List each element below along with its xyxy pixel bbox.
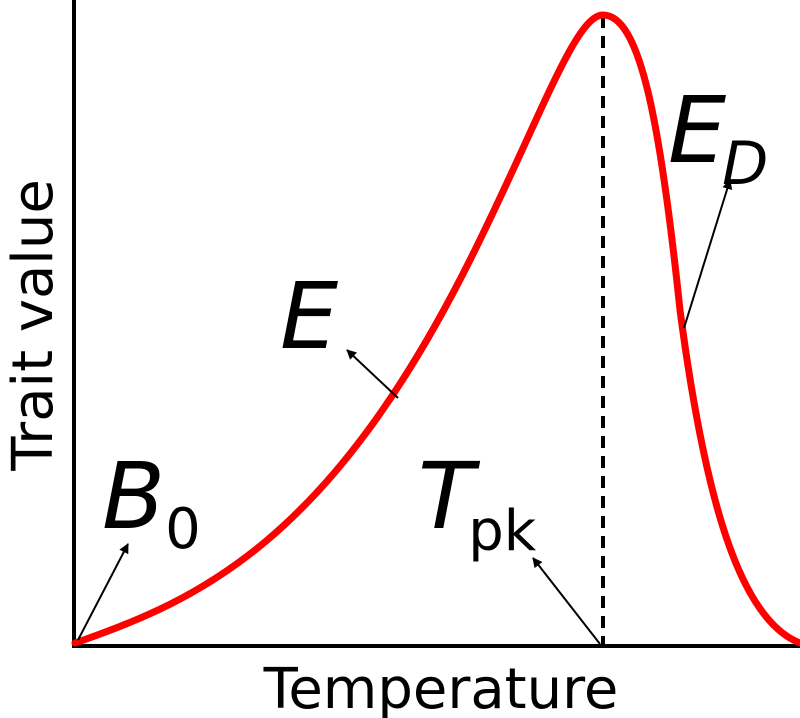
b0-label: B0 [102,443,201,562]
tpk-label: Tpk [418,443,537,564]
e-label: E [280,263,338,370]
tpk-symbol: T [418,443,481,550]
b0-subscript: 0 [165,497,201,562]
ed-label: ED [668,77,768,199]
tpk-arrow [532,557,601,645]
y-axis-title: Trait value [1,179,66,472]
ed-symbol: E [668,77,726,184]
b0-symbol: B [102,443,165,550]
thermal-performance-curve [71,11,800,647]
b0-arrow [77,543,129,641]
tpk-subscript: pk [468,499,537,564]
e-arrow [346,349,399,399]
x-axis-title: Temperature [263,657,619,718]
ed-subscript: D [722,129,768,199]
ed-arrow [683,179,733,329]
